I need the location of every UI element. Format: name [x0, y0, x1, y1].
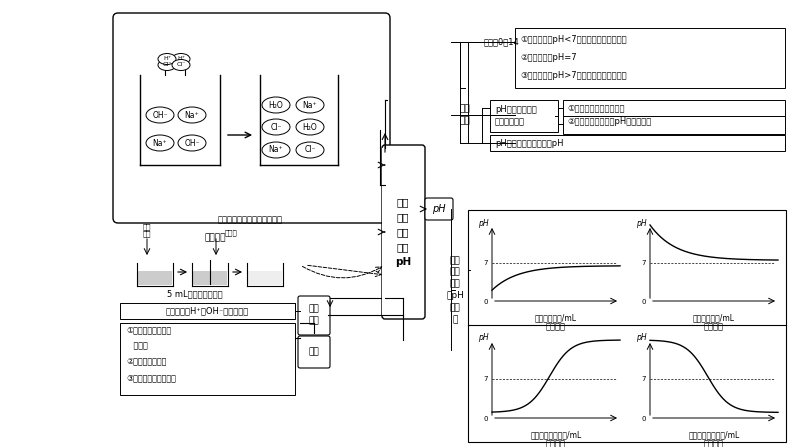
Text: ②若先润湿再检测，pH可能会改变: ②若先润湿再检测，pH可能会改变 [567, 118, 651, 127]
Text: Na⁺: Na⁺ [185, 110, 199, 119]
Bar [120, 323, 295, 395]
Text: 稀盐酸: 稀盐酸 [225, 230, 237, 236]
Ellipse shape [296, 142, 324, 158]
Text: 范围：0－14: 范围：0－14 [484, 38, 520, 46]
Text: 实验操作: 实验操作 [204, 233, 225, 243]
Text: Cl⁻: Cl⁻ [162, 63, 172, 67]
Ellipse shape [146, 135, 174, 151]
Text: ①测量值只能精确到整数: ①测量值只能精确到整数 [567, 104, 625, 113]
FancyBboxPatch shape [425, 198, 453, 220]
Bar [193, 271, 227, 285]
Ellipse shape [146, 107, 174, 123]
Bar [138, 271, 172, 285]
Text: OH⁻: OH⁻ [152, 110, 168, 119]
Text: 滴加水的体积/mL: 滴加水的体积/mL [693, 313, 735, 322]
Text: 酸中加水: 酸中加水 [546, 322, 566, 332]
Text: 滴加碱溶液的体积/mL: 滴加碱溶液的体积/mL [530, 430, 582, 439]
Text: 酚酞
溶液: 酚酞 溶液 [143, 223, 151, 237]
FancyBboxPatch shape [382, 145, 425, 319]
Text: 5 mL稀氢氧化钠溶液: 5 mL稀氢氧化钠溶液 [168, 290, 223, 299]
Text: ③碱性溶液：pH>7，数值越大，碱性越强: ③碱性溶液：pH>7，数值越大，碱性越强 [520, 72, 626, 80]
Text: pH试纸：一蘸，: pH试纸：一蘸， [495, 105, 537, 114]
Ellipse shape [178, 135, 206, 151]
Text: 中和
或稀
释过
程pH
的变
化: 中和 或稀 释过 程pH 的变 化 [446, 256, 464, 324]
Text: 0: 0 [642, 299, 646, 305]
Bar [515, 28, 785, 88]
Text: 滴加酸溶液的体积/mL: 滴加酸溶液的体积/mL [688, 430, 740, 439]
Text: pH: pH [636, 333, 647, 342]
Ellipse shape [296, 97, 324, 113]
Text: pH: pH [432, 204, 445, 214]
Ellipse shape [262, 97, 290, 113]
Text: pH: pH [636, 219, 647, 228]
Text: ①农业：调节土壤的: ①农业：调节土壤的 [126, 325, 172, 334]
Text: 7: 7 [642, 260, 646, 266]
Text: Na⁺: Na⁺ [303, 101, 318, 110]
Text: H₂O: H₂O [268, 101, 283, 110]
Text: 0: 0 [484, 299, 488, 305]
Bar [120, 303, 295, 319]
Text: Na⁺: Na⁺ [268, 146, 283, 155]
Bar [563, 100, 785, 116]
Text: H₂O: H₂O [303, 122, 318, 131]
Bar [563, 116, 785, 134]
Text: OH⁻: OH⁻ [184, 139, 200, 148]
Text: Cl⁻: Cl⁻ [304, 146, 316, 155]
Text: 酸碱
中和
与溶
液的
pH: 酸碱 中和 与溶 液的 pH [395, 198, 411, 266]
Text: pH: pH [478, 219, 489, 228]
Text: 7: 7 [642, 376, 646, 382]
Ellipse shape [158, 54, 176, 64]
Ellipse shape [178, 107, 206, 123]
Text: H⁺: H⁺ [177, 56, 185, 62]
Text: ③工业：处理工厂废水: ③工业：处理工厂废水 [126, 374, 176, 383]
Text: ②医药：中和胃酸: ②医药：中和胃酸 [126, 358, 167, 367]
Bar [248, 271, 282, 285]
Ellipse shape [296, 119, 324, 135]
Ellipse shape [262, 119, 290, 135]
Text: 应用: 应用 [309, 347, 319, 357]
Bar [468, 210, 786, 442]
Text: Cl⁻: Cl⁻ [176, 63, 186, 67]
Text: 检测
方法: 检测 方法 [460, 105, 470, 126]
Text: 碱中加酸: 碱中加酸 [704, 439, 724, 447]
Bar [382, 148, 385, 316]
Text: ①酸性溶液：pH<7，数值越小，酸性越强: ①酸性溶液：pH<7，数值越小，酸性越强 [520, 35, 626, 45]
Bar [490, 100, 558, 132]
Text: Cl⁻: Cl⁻ [270, 122, 282, 131]
Bar [490, 135, 785, 151]
Text: 7: 7 [484, 260, 488, 266]
Text: 二润、三比较: 二润、三比较 [495, 118, 525, 127]
Text: H⁺: H⁺ [163, 56, 171, 62]
Text: 酸碱性: 酸碱性 [126, 342, 148, 350]
Text: 酸中加碱: 酸中加碱 [546, 439, 566, 447]
Text: 氢氧化钠与盐酸反应的示意图: 氢氧化钠与盐酸反应的示意图 [218, 215, 283, 224]
Text: 中和
反应: 中和 反应 [309, 304, 319, 326]
Text: pH: pH [478, 333, 489, 342]
Text: pH计：可精确测定溶液pH: pH计：可精确测定溶液pH [495, 139, 564, 148]
Ellipse shape [172, 54, 190, 64]
Ellipse shape [172, 59, 190, 71]
Text: 反应实质：H⁺与OH⁻结合生成水: 反应实质：H⁺与OH⁻结合生成水 [165, 307, 249, 316]
Text: 滴加水的体积/mL: 滴加水的体积/mL [535, 313, 577, 322]
FancyBboxPatch shape [298, 296, 330, 335]
Text: 0: 0 [642, 416, 646, 422]
FancyBboxPatch shape [113, 13, 390, 223]
Text: 7: 7 [484, 376, 488, 382]
Ellipse shape [158, 59, 176, 71]
Text: Na⁺: Na⁺ [152, 139, 168, 148]
Ellipse shape [262, 142, 290, 158]
Text: 0: 0 [484, 416, 488, 422]
Text: 碱中加水: 碱中加水 [704, 322, 724, 332]
Text: ②中性溶液：pH=7: ②中性溶液：pH=7 [520, 54, 576, 63]
FancyBboxPatch shape [298, 336, 330, 368]
